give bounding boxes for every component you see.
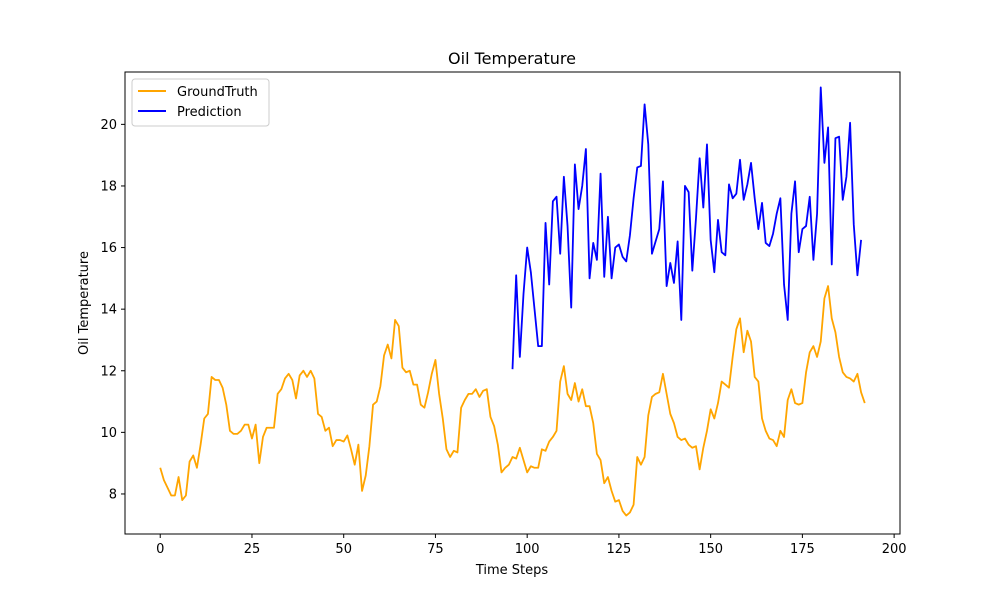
plot-frame	[124, 71, 901, 535]
plot-area	[125, 72, 900, 534]
legend-label-groundtruth: GroundTruth	[177, 85, 258, 100]
x-tick-label: 50	[335, 542, 352, 557]
series-line-prediction	[511, 86, 862, 370]
x-tick-label: 200	[882, 542, 907, 557]
y-axis-label: Oil Temperature	[77, 251, 92, 355]
legend-label-prediction: Prediction	[177, 105, 242, 120]
x-tick-label: 150	[698, 542, 723, 557]
legend-box	[131, 78, 270, 127]
y-tick-label: 14	[100, 303, 117, 318]
y-tick-label: 12	[100, 364, 117, 379]
chart-title: Oil Temperature	[448, 49, 576, 68]
y-tick-label: 10	[100, 426, 117, 441]
y-tick-label: 8	[109, 487, 117, 502]
y-axis-ticks: 8 10 12 14 16 18 20	[100, 118, 125, 502]
x-tick-label: 125	[607, 542, 632, 557]
series-line-groundtruth	[159, 285, 866, 517]
x-tick-label: 0	[156, 542, 164, 557]
x-tick-label: 100	[515, 542, 540, 557]
x-axis-label: Time Steps	[475, 563, 549, 578]
x-axis-ticks: 0 25 50 75 100 125 150 175 200	[156, 534, 907, 557]
series-layer	[159, 86, 866, 517]
legend: GroundTruth Prediction	[131, 78, 270, 127]
y-tick-label: 18	[100, 179, 117, 194]
x-tick-label: 75	[427, 542, 444, 557]
y-tick-label: 20	[100, 118, 117, 133]
x-tick-label: 25	[244, 542, 261, 557]
x-tick-label: 175	[790, 542, 815, 557]
y-tick-label: 16	[100, 241, 117, 256]
